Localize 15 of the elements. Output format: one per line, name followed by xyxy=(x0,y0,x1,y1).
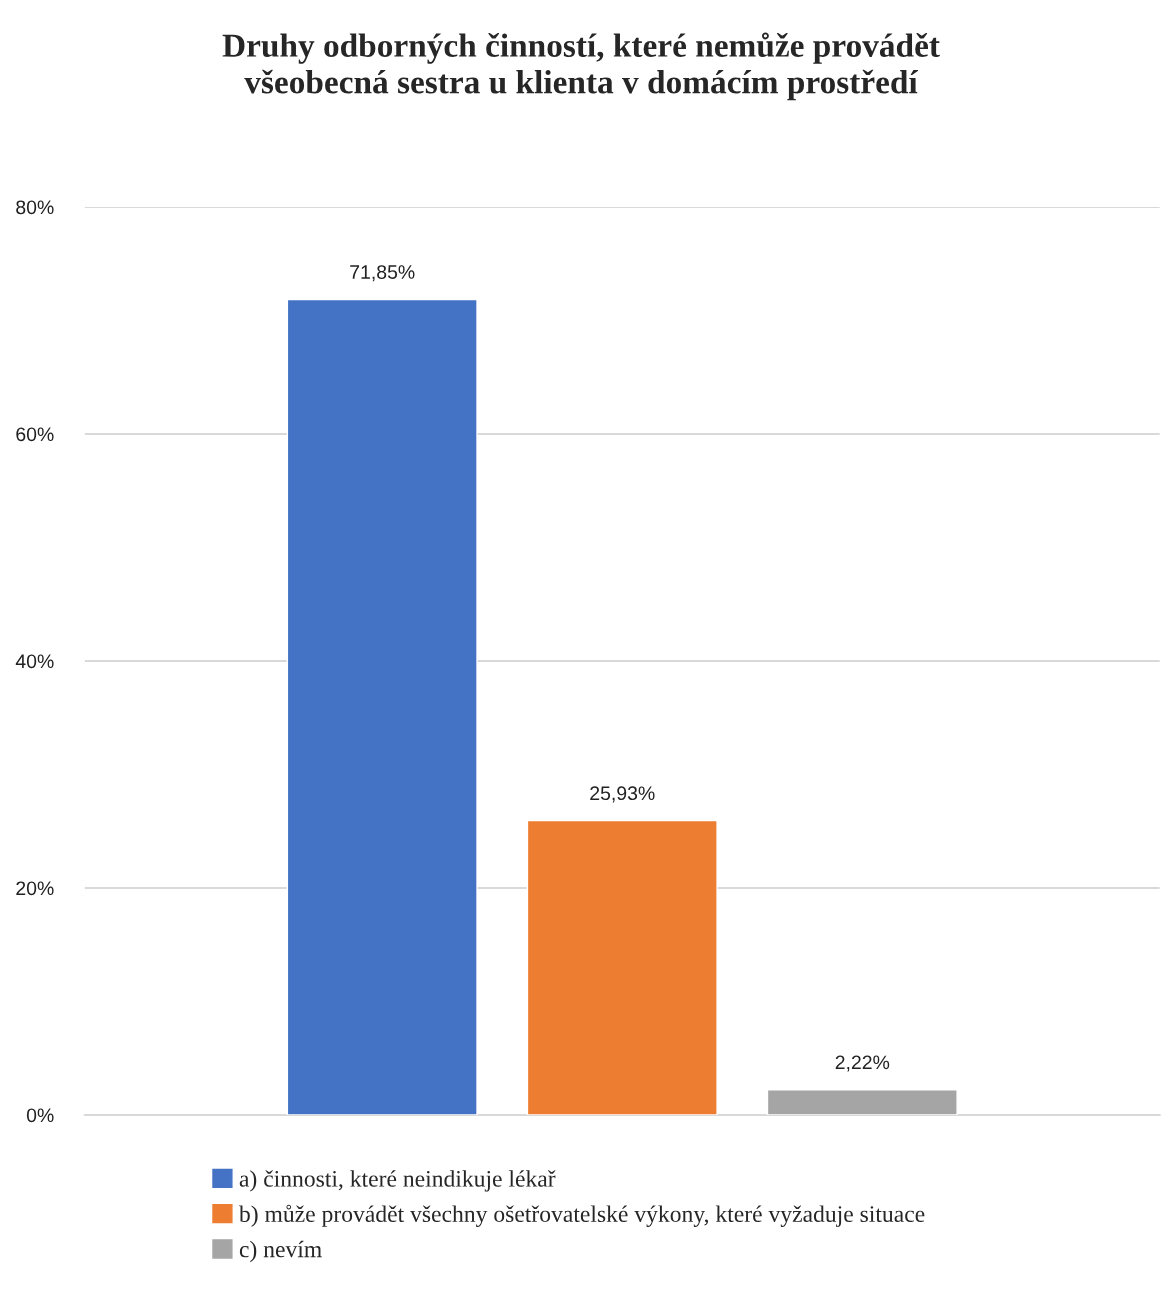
data-label: 25,93% xyxy=(590,786,655,803)
bar xyxy=(766,1089,958,1115)
y-tick-label: 20% xyxy=(16,881,54,896)
y-tick-label: 80% xyxy=(16,200,54,215)
y-tick-label: 60% xyxy=(16,427,54,442)
legend-label: a) činnosti, které neindikuje lékař xyxy=(239,1170,556,1192)
data-label: 71,85% xyxy=(350,265,415,282)
bar xyxy=(526,819,718,1115)
y-tick-label: 0% xyxy=(26,1108,54,1123)
chart-title: Druhy odborných činností, které nemůže provádět všeobecná sestra u klienta v domácím prostředí xyxy=(222,32,940,101)
legend-label: c) nevím xyxy=(239,1240,322,1263)
bar xyxy=(286,298,478,1115)
y-tick-label: 40% xyxy=(15,654,54,669)
legend-label: b) může provádět všechny ošetřovatelské výkony, které vyžaduje situace xyxy=(238,1204,925,1227)
data-label: 2,22% xyxy=(835,1055,890,1072)
